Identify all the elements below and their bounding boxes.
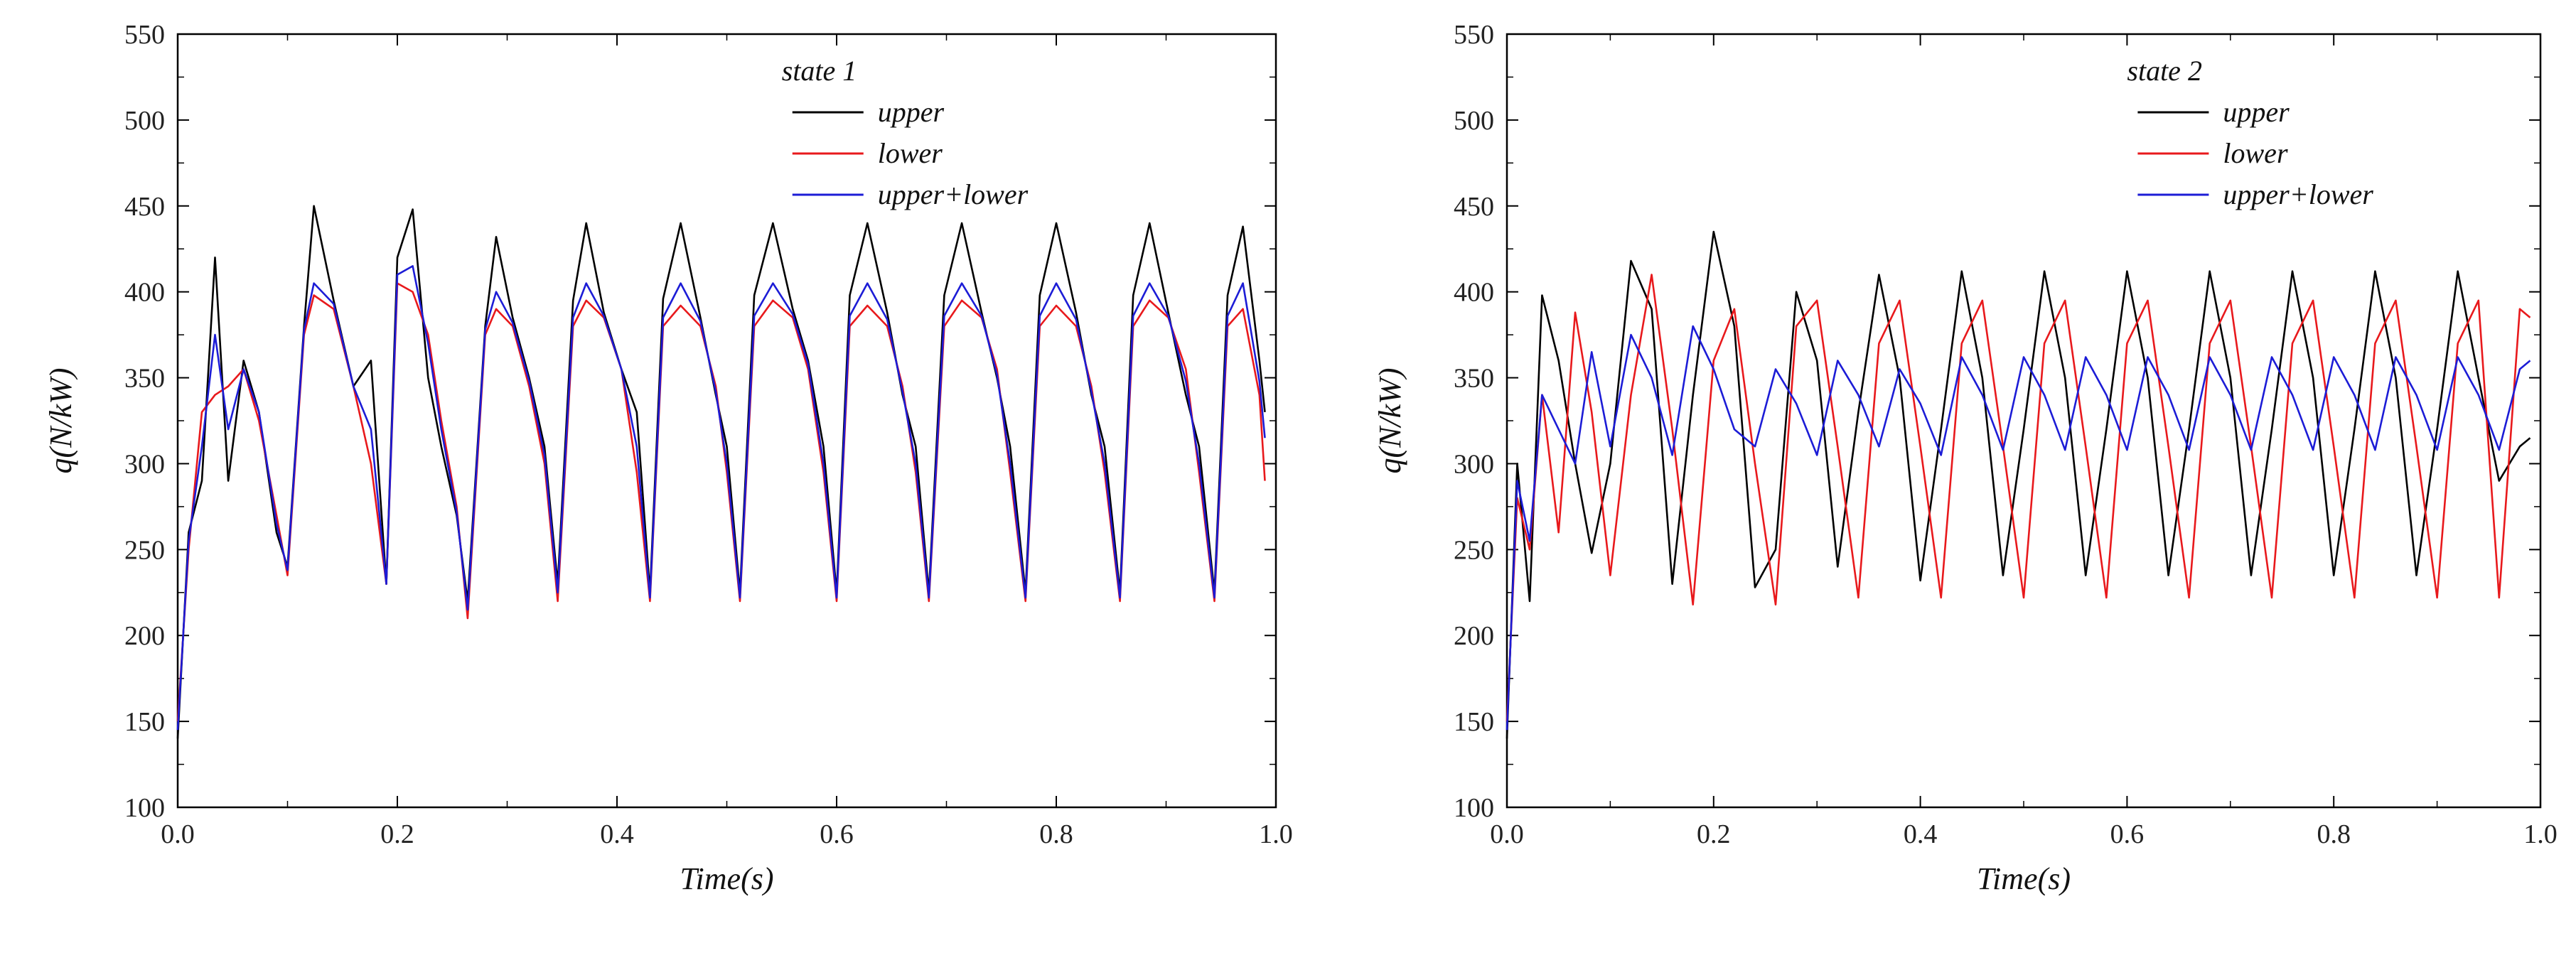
y-tick-label: 350 (1454, 364, 1494, 394)
x-tick-label: 0.4 (1904, 819, 1938, 849)
y-tick-label: 250 (1454, 535, 1494, 565)
y-tick-label: 500 (1454, 106, 1494, 136)
y-tick-label: 350 (124, 364, 165, 394)
y-tick-label: 100 (124, 793, 165, 823)
y-tick-label: 100 (1454, 793, 1494, 823)
y-tick-label: 150 (124, 707, 165, 737)
y-tick-label: 400 (124, 278, 165, 308)
x-tick-label: 1.0 (1259, 819, 1293, 849)
x-tick-label: 0.8 (1039, 819, 1073, 849)
legend-label-upper-plus-lower: upper+lower (878, 178, 1029, 210)
plot-frame (1506, 33, 2542, 809)
series-line-lower (1506, 274, 2531, 722)
y-tick-label: 150 (1454, 707, 1494, 737)
y-tick-label: 550 (1454, 20, 1494, 50)
legend-title: state 2 (2127, 55, 2202, 87)
legend-label-lower: lower (878, 137, 943, 169)
y-axis-title: q(N/kW) (1373, 367, 1407, 473)
y-tick-label: 550 (124, 20, 165, 50)
y-tick-label: 200 (1454, 621, 1494, 651)
series-line-upper-plus-lower (1506, 325, 2531, 731)
y-tick-label: 200 (124, 621, 165, 651)
x-tick-label: 0.2 (1697, 819, 1731, 849)
chart-panel-state-2: 100 150 200 250 300 350 400 450 500 550 0.0 0.2 0.4 0… (1373, 20, 2558, 896)
y-tick-label: 300 (124, 449, 165, 479)
y-tick-label: 450 (1454, 192, 1494, 222)
x-tick-label: 0.8 (2317, 819, 2351, 849)
series-line-upper (1506, 230, 2531, 739)
y-tick-label: 250 (124, 535, 165, 565)
x-tick-label: 0.0 (161, 819, 195, 849)
y-tick-label: 300 (1454, 449, 1494, 479)
y-tick-label: 450 (124, 192, 165, 222)
legend-title: state 1 (782, 55, 857, 87)
legend-label-upper: upper (878, 96, 945, 128)
legend-label-lower: lower (2223, 137, 2288, 169)
x-axis-title: Time(s) (680, 861, 774, 896)
x-tick-label: 0.2 (380, 819, 414, 849)
x-tick-label: 1.0 (2523, 819, 2558, 849)
y-tick-label: 400 (1454, 278, 1494, 308)
series-line-upper (176, 205, 1266, 739)
plot-frame (176, 33, 1277, 809)
chart-panel-state-1: 100 150 200 250 300 350 400 450 500 550 0.0 0.2 0.4 0… (43, 20, 1293, 896)
x-tick-label: 0.0 (1490, 819, 1524, 849)
x-tick-label: 0.4 (600, 819, 634, 849)
series-line-upper-plus-lower (176, 265, 1266, 731)
x-tick-label: 0.6 (820, 819, 854, 849)
x-axis-title: Time(s) (1977, 861, 2071, 896)
y-tick-label: 500 (124, 106, 165, 136)
y-axis-title: q(N/kW) (43, 367, 78, 473)
legend-label-upper-plus-lower: upper+lower (2223, 178, 2373, 210)
x-tick-label: 0.6 (2110, 819, 2145, 849)
legend-label-upper: upper (2223, 96, 2290, 128)
series-line-lower (176, 282, 1266, 722)
